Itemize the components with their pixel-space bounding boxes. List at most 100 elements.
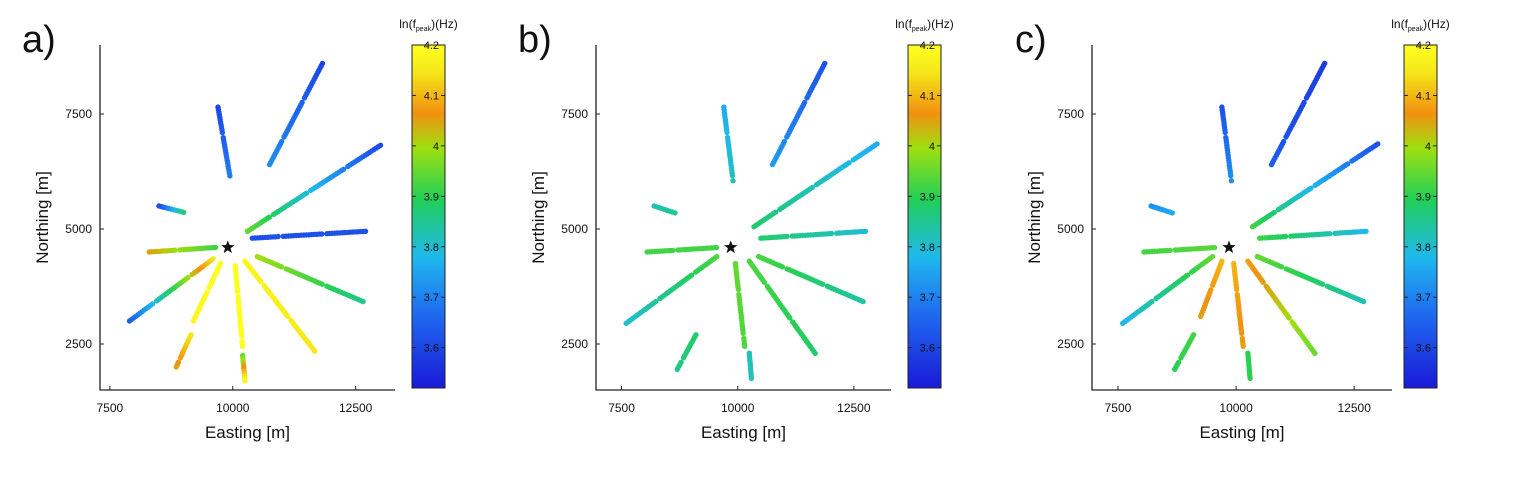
y-tick-label: 7500	[1057, 107, 1084, 121]
colorbar-tick-label: 3.6	[1416, 343, 1431, 355]
panel-label: a)	[22, 19, 56, 61]
profile-line-4	[156, 203, 187, 215]
profile-point	[1247, 375, 1253, 381]
profile-point	[828, 230, 835, 237]
profile-line-6	[644, 244, 720, 255]
profile-point	[1178, 355, 1184, 361]
profile-point	[779, 264, 785, 270]
profile-point	[285, 313, 291, 320]
profile-point	[219, 129, 226, 136]
colorbar-tick-label: 4	[433, 141, 439, 153]
profile-line-3	[721, 104, 736, 184]
profile-point	[1260, 279, 1266, 285]
profile-point	[189, 271, 195, 278]
colorbar-title: ln(fpeak)(Hz)	[399, 17, 458, 33]
profile-point	[362, 228, 369, 234]
profile-point	[278, 138, 285, 145]
colorbar-tick-label: 3.9	[920, 191, 935, 203]
profile-point	[1308, 185, 1314, 191]
profile-point	[1322, 60, 1328, 67]
profile-point	[319, 281, 325, 287]
profile-point	[729, 172, 736, 179]
profile-point	[1172, 366, 1178, 372]
profile-point	[360, 298, 366, 305]
profile-point	[623, 320, 629, 326]
profile-point	[748, 375, 755, 381]
x-tick-label: 10000	[216, 401, 250, 415]
profile-line-6	[1141, 244, 1218, 255]
x-axis-label: Easting [m]	[205, 423, 290, 442]
x-axis-label: Easting [m]	[701, 423, 786, 442]
profile-point	[238, 333, 245, 339]
colorbar-tick-label: 3.7	[1416, 292, 1431, 304]
colorbar-tick-label: 3.6	[424, 343, 439, 355]
profile-point	[1198, 313, 1204, 320]
profile-point	[809, 184, 815, 191]
profile-point	[680, 355, 687, 361]
profile-point	[1211, 244, 1218, 251]
profile-line-7	[755, 253, 866, 305]
profile-line-9	[1231, 260, 1246, 349]
axes	[595, 45, 891, 391]
colorbar-tick-label: 4.2	[920, 40, 935, 52]
colorbar-title: ln(fpeak)(Hz)	[895, 17, 954, 33]
profile-line-12	[1172, 332, 1197, 372]
profile-line-11	[126, 256, 216, 324]
profile-line-5	[249, 228, 369, 241]
profile-point	[340, 166, 347, 172]
profile-point	[874, 141, 880, 147]
panel-1: a) 7500 10000 12500 2500 5000 7500 Easting [m] N…	[22, 17, 458, 442]
profile-point	[227, 173, 233, 179]
profile-point	[801, 99, 808, 106]
profile-point	[787, 315, 793, 321]
colorbar-tick-label: 3.8	[1416, 242, 1431, 254]
profile-point	[822, 60, 828, 67]
profile-point	[258, 278, 264, 285]
profile-point	[820, 281, 826, 287]
profile-point	[206, 284, 212, 291]
profile-point	[761, 279, 767, 285]
source-star-icon	[1222, 240, 1236, 254]
x-axis-label: Easting [m]	[1199, 423, 1284, 442]
profile-point	[1234, 286, 1240, 293]
profile-line-1	[751, 141, 880, 230]
axes	[1091, 45, 1392, 391]
y-tick-label: 2500	[561, 337, 588, 351]
profile-point	[781, 138, 788, 145]
y-axis-label: Northing [m]	[529, 171, 548, 264]
profile-point	[1301, 99, 1307, 106]
profile-line-4	[1148, 203, 1176, 216]
x-tick-label: 12500	[339, 401, 373, 415]
profile-point	[190, 318, 197, 324]
panel-label: c)	[1015, 19, 1047, 61]
profile-point	[377, 142, 384, 148]
colorbar-tick-label: 4.2	[1416, 40, 1431, 52]
colorbar-tick-label: 4.2	[424, 40, 439, 52]
profile-line-3	[215, 104, 233, 179]
panel-3: c) 7500 10000 12500 2500 5000 7500 Easting [m] N…	[1015, 17, 1450, 442]
profile-point	[303, 190, 310, 196]
y-tick-label: 5000	[1057, 222, 1084, 236]
profile-point	[1327, 231, 1333, 237]
profile-line-4	[651, 203, 678, 216]
colorbar-tick-label: 4	[1425, 141, 1431, 153]
profile-line-2	[1268, 60, 1328, 168]
profile-point	[672, 210, 678, 216]
profile-point	[1210, 282, 1216, 288]
y-tick-label: 7500	[561, 107, 588, 121]
colorbar-tick-label: 4.1	[920, 90, 935, 102]
source-star-icon	[724, 240, 738, 254]
colorbar-tick-label: 3.8	[424, 242, 439, 254]
profile-point	[1120, 320, 1126, 326]
x-tick-label: 7500	[1105, 401, 1132, 415]
profile-point	[1312, 350, 1318, 357]
profile-point	[724, 129, 730, 136]
profile-line-11	[674, 332, 699, 372]
profile-point	[1282, 233, 1289, 240]
y-tick-label: 5000	[65, 222, 92, 236]
profile-point	[735, 286, 741, 293]
profile-line-5	[1257, 228, 1369, 241]
profile-point	[172, 247, 178, 253]
profile-point	[1360, 298, 1367, 305]
profile-point	[772, 209, 779, 215]
